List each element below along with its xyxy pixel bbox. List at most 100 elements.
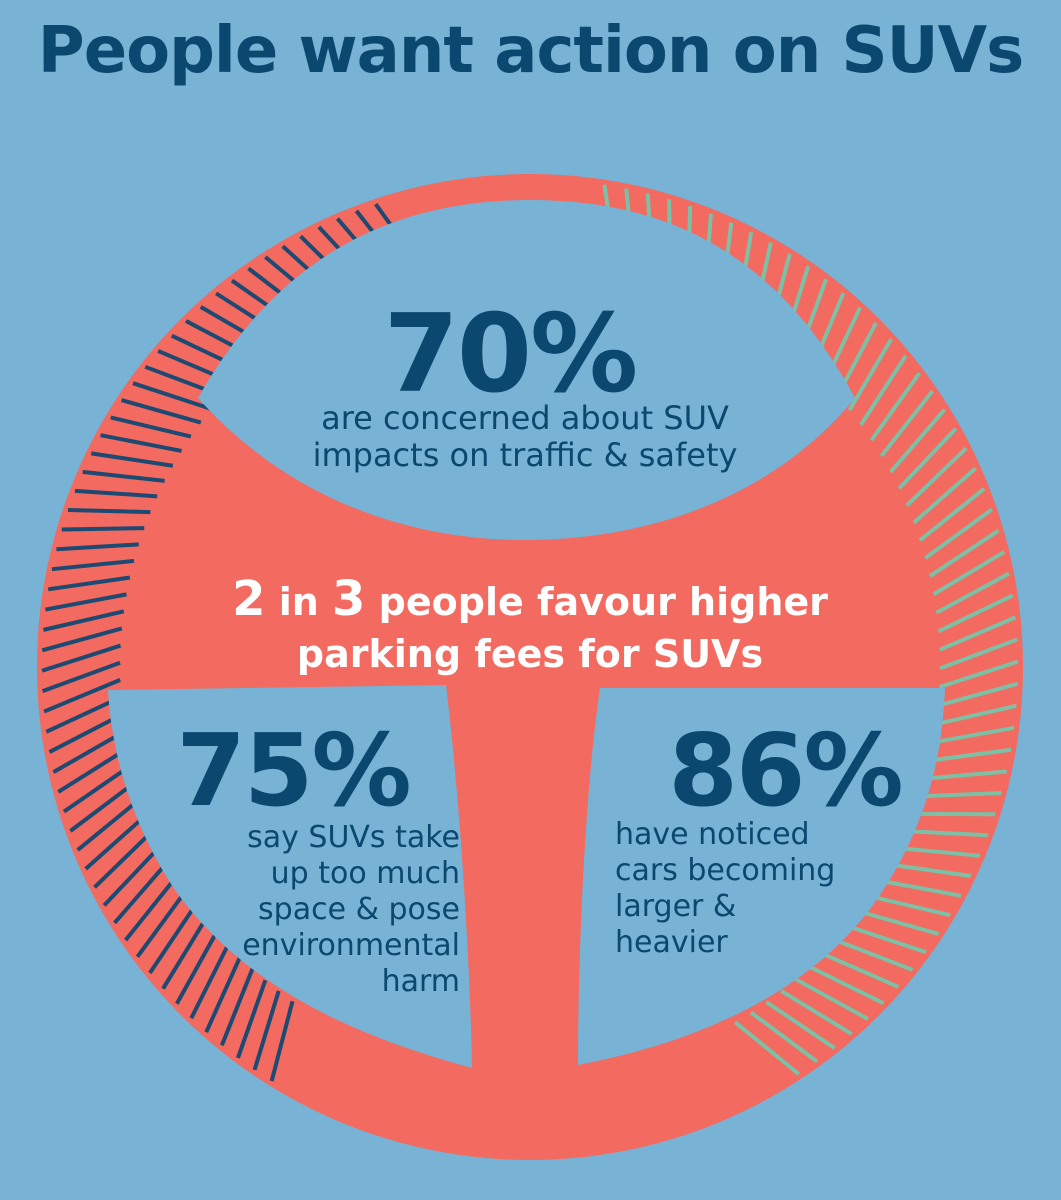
- rim-stripe: [912, 466, 978, 525]
- rim-stripe: [51, 558, 135, 572]
- rim-stripe: [924, 507, 994, 560]
- rim-stripe: [869, 894, 951, 918]
- rim-stripe: [937, 593, 1014, 634]
- rim-stripe: [897, 427, 958, 490]
- rim-stripe: [93, 828, 156, 889]
- rim-stripe: [822, 952, 900, 989]
- rim-stripe: [889, 408, 947, 474]
- rim-stripe: [47, 575, 131, 592]
- headline-mid: in: [265, 580, 333, 624]
- rim-stripe: [90, 451, 174, 468]
- rim-stripe: [57, 746, 130, 794]
- rim-stripe: [219, 968, 255, 1047]
- rim-stripe: [780, 989, 853, 1036]
- rim-stripe: [69, 779, 138, 833]
- rim-stripe: [918, 790, 1002, 799]
- stat-top-line: impacts on traffic & safety: [312, 436, 738, 474]
- rim-stripe: [132, 381, 212, 411]
- rim-stripe: [148, 903, 198, 975]
- rim-stripe: [794, 977, 869, 1021]
- rim-stripe: [102, 844, 163, 907]
- stat-right-line: heavier: [615, 925, 728, 960]
- rim-stripe: [847, 924, 927, 955]
- stat-left-value: 75%: [176, 712, 411, 829]
- rim-stripe: [56, 542, 139, 552]
- stat-left-line: harm: [381, 964, 460, 999]
- rim-stripe: [76, 796, 143, 852]
- rim-stripe: [889, 862, 972, 879]
- stat-left-line: space & pose: [258, 892, 460, 927]
- headline: 2 in 3 people favour higher parking fees…: [160, 573, 900, 680]
- rim-stripe: [41, 660, 121, 694]
- rim-stripe: [918, 487, 986, 542]
- rim-stripe: [924, 769, 1007, 781]
- rim-stripe: [897, 846, 981, 858]
- rim-stripe: [733, 1020, 801, 1076]
- stat-right-value: 86%: [668, 712, 903, 829]
- rim-stripe: [834, 938, 914, 972]
- headline-line-1: 2 in 3 people favour higher: [160, 573, 900, 628]
- stat-right-line: cars becoming: [615, 853, 836, 888]
- stat-left-line: say SUVs take: [247, 820, 460, 855]
- rim-stripe: [879, 878, 962, 898]
- rim-stripe: [928, 528, 1000, 578]
- rim-stripe: [42, 609, 125, 632]
- stat-top-line: are concerned about SUV: [321, 399, 729, 437]
- rim-stripe: [84, 812, 149, 871]
- rim-stripe: [45, 592, 127, 612]
- rim-stripe: [935, 703, 1017, 727]
- rim-stripe: [82, 469, 165, 483]
- rim-stripe: [905, 829, 989, 838]
- rim-stripe: [62, 763, 133, 814]
- rim-stripe: [61, 526, 145, 532]
- rim-stripe: [41, 626, 123, 653]
- rim-stripe: [847, 337, 894, 412]
- wheel-hole-right: [578, 688, 945, 1065]
- rim-stripe: [189, 943, 230, 1020]
- rim-stripe: [43, 678, 121, 714]
- stat-top-value: 70%: [383, 292, 639, 417]
- stat-right-description: have noticed cars becoming larger & heav…: [615, 817, 905, 961]
- rim-stripe: [41, 643, 122, 673]
- rim-stripe: [928, 747, 1012, 763]
- rim-stripe: [204, 956, 242, 1033]
- rim-stripe: [100, 433, 182, 453]
- rim-stripe: [932, 725, 1015, 745]
- rim-stripe: [252, 990, 281, 1071]
- rim-stripe: [938, 615, 1017, 652]
- wheel-hole-left: [108, 685, 472, 1068]
- rim-stripe: [161, 917, 208, 990]
- page-title: People want action on SUVs: [37, 14, 1024, 88]
- rim-stripe: [120, 398, 202, 425]
- rim-stripe: [175, 930, 219, 1005]
- rim-stripe: [935, 571, 1010, 615]
- rim-stripe: [869, 371, 922, 442]
- stat-top-description: are concerned about SUV impacts on traff…: [245, 400, 805, 474]
- stat-left-description: say SUVs take up too much space & pose e…: [150, 820, 460, 1000]
- headline-line-2: parking fees for SUVs: [296, 632, 764, 676]
- rim-stripe: [45, 695, 122, 734]
- stat-left-line: up too much: [270, 856, 460, 891]
- headline-number-1: 2: [232, 571, 266, 627]
- rim-stripe: [135, 889, 188, 959]
- headline-number-2: 3: [332, 571, 366, 627]
- rim-stripe: [932, 550, 1006, 597]
- stat-right-line: larger &: [615, 889, 737, 924]
- rim-stripe: [236, 979, 268, 1059]
- rim-stripe: [124, 874, 179, 942]
- rim-stripe: [110, 415, 192, 439]
- rim-stripe: [859, 354, 908, 426]
- rim-stripe: [52, 729, 127, 774]
- rim-stripe: [765, 1000, 836, 1050]
- rim-stripe: [937, 681, 1019, 708]
- wheel-hole-top: [198, 200, 855, 540]
- stat-left-line: environmental: [242, 928, 460, 963]
- headline-rest: people favour higher: [365, 580, 828, 624]
- rim-stripe: [808, 965, 885, 1006]
- stat-right-line: have noticed: [615, 817, 810, 852]
- rim-stripe: [113, 859, 171, 925]
- rim-stripe: [269, 1000, 295, 1082]
- rim-stripe: [74, 488, 158, 499]
- rim-stripe: [879, 389, 935, 458]
